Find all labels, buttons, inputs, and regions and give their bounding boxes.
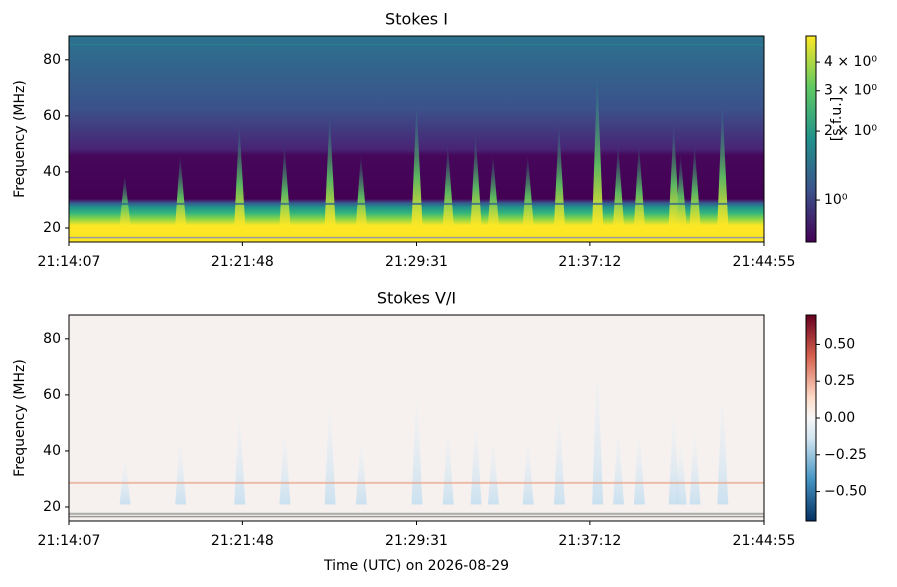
burst-texture — [689, 422, 701, 505]
burst-texture — [234, 122, 246, 226]
colorbar-tick-label: 0.50 — [824, 336, 855, 352]
burst-texture — [522, 153, 534, 226]
band-texture — [69, 515, 764, 518]
colorbar-tick-label: 0.00 — [824, 410, 855, 426]
x-tick-label: 21:29:31 — [385, 254, 448, 270]
burst-texture — [592, 350, 604, 505]
y-tick-label: 40 — [43, 443, 61, 459]
burst-texture — [553, 122, 565, 226]
burst-texture — [324, 112, 336, 226]
burst-texture — [633, 143, 645, 226]
burst-texture — [613, 422, 625, 505]
y-axis-label: Frequency (MHz) — [12, 359, 28, 477]
burst-texture — [522, 432, 534, 505]
colorbar-tick-label: −0.25 — [824, 447, 867, 463]
x-tick-label: 21:21:48 — [211, 533, 274, 549]
band-texture — [69, 481, 764, 484]
y-tick-label: 20 — [43, 499, 61, 515]
band-texture — [69, 236, 764, 239]
burst-texture — [119, 174, 131, 226]
burst-texture — [689, 143, 701, 226]
band-texture — [69, 202, 764, 205]
colorbar-tick-label: 0.25 — [824, 373, 855, 389]
burst-texture — [442, 422, 454, 505]
band-texture — [69, 512, 764, 515]
burst-texture — [487, 432, 499, 505]
burst-texture — [553, 401, 565, 505]
burst-texture — [234, 401, 246, 505]
x-tick-label: 21:44:55 — [733, 533, 796, 549]
band-texture — [69, 44, 764, 46]
y-axis-label: Frequency (MHz) — [12, 80, 28, 198]
burst-texture — [279, 422, 291, 505]
burst-texture — [668, 401, 680, 505]
colorbar-tick-label: 10⁰ — [824, 192, 848, 208]
burst-texture — [487, 153, 499, 226]
burst-texture — [119, 453, 131, 505]
y-tick-label: 40 — [43, 164, 61, 180]
y-tick-label: 60 — [43, 108, 61, 124]
colorbar-tick-label: −0.50 — [824, 484, 867, 500]
burst-texture — [279, 143, 291, 226]
colorbar — [805, 35, 817, 243]
burst-texture — [175, 432, 187, 505]
burst-texture — [355, 432, 367, 505]
burst-texture — [355, 153, 367, 226]
x-tick-label: 21:44:55 — [733, 254, 796, 270]
burst-texture — [717, 380, 729, 505]
x-tick-label: 21:37:12 — [558, 254, 621, 270]
burst-texture — [675, 153, 687, 226]
burst-texture — [470, 132, 482, 226]
burst-texture — [668, 122, 680, 226]
y-tick-label: 20 — [43, 220, 61, 236]
y-tick-label: 60 — [43, 387, 61, 403]
chart-title: Stokes V/I — [377, 289, 456, 308]
chart-title: Stokes I — [385, 10, 448, 29]
burst-texture — [675, 432, 687, 505]
burst-texture — [324, 391, 336, 505]
burst-texture — [411, 380, 423, 505]
burst-texture — [470, 411, 482, 505]
x-tick-label: 21:37:12 — [558, 533, 621, 549]
burst-texture — [717, 101, 729, 226]
burst-texture — [175, 153, 187, 226]
colorbar-tick-label: 3 × 10⁰ — [824, 83, 877, 99]
x-axis-label: Time (UTC) on 2026-08-29 — [323, 558, 509, 574]
burst-texture — [633, 422, 645, 505]
burst-texture — [592, 71, 604, 226]
x-tick-label: 21:14:07 — [38, 254, 101, 270]
y-tick-label: 80 — [43, 331, 61, 347]
burst-texture — [613, 143, 625, 226]
colorbar — [805, 314, 817, 522]
x-tick-label: 21:29:31 — [385, 533, 448, 549]
colorbar-tick-label: 4 × 10⁰ — [824, 54, 877, 70]
colorbar-tick-label: 2 × 10⁰ — [824, 123, 877, 139]
y-tick-label: 80 — [43, 52, 61, 68]
x-tick-label: 21:21:48 — [211, 254, 274, 270]
colorbar-label: [s.f.u.] — [829, 97, 845, 141]
burst-texture — [411, 101, 423, 226]
burst-texture — [442, 143, 454, 226]
x-tick-label: 21:14:07 — [38, 533, 101, 549]
